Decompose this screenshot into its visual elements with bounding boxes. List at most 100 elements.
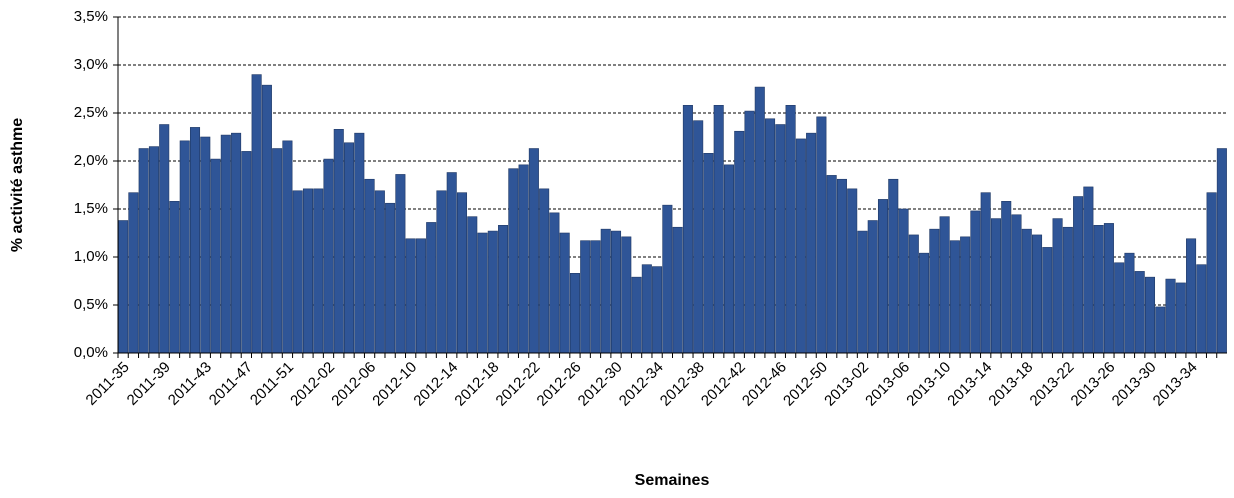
bar <box>1103 223 1114 354</box>
bar <box>487 230 498 354</box>
x-tick-label: 2012-18 <box>451 359 502 410</box>
bar <box>919 252 930 354</box>
bar <box>405 238 416 354</box>
bar <box>765 118 776 354</box>
bar <box>867 220 878 354</box>
bar <box>528 148 539 354</box>
bar <box>148 146 159 354</box>
x-tick-label: 2013-14 <box>944 359 995 410</box>
y-tick-label: 1,0% <box>74 248 108 265</box>
bar <box>744 110 755 354</box>
bar <box>456 192 468 354</box>
bar <box>703 153 714 354</box>
bar <box>990 218 1001 354</box>
bar <box>1114 262 1125 354</box>
x-tick-label: 2012-06 <box>328 359 379 410</box>
bar <box>610 230 622 354</box>
bar <box>251 74 262 354</box>
bar <box>877 199 889 354</box>
bar <box>569 273 580 354</box>
bar <box>662 204 673 354</box>
bar <box>1001 201 1012 354</box>
bar <box>1011 214 1022 354</box>
bar <box>138 148 149 354</box>
bar <box>1186 238 1197 354</box>
bar <box>621 236 632 354</box>
bar <box>929 228 940 354</box>
bar <box>179 140 190 354</box>
bar <box>436 190 447 354</box>
bar <box>395 174 406 354</box>
x-tick-label: 2012-02 <box>287 359 338 410</box>
bar <box>816 116 827 354</box>
x-tick-label: 2013-30 <box>1109 359 1160 410</box>
bar <box>128 192 139 354</box>
bar <box>1032 234 1043 354</box>
bar <box>354 132 365 354</box>
bar <box>272 148 283 354</box>
y-tick-label: 3,0% <box>74 56 108 73</box>
x-tick-label: 2011-47 <box>206 359 256 409</box>
bar <box>282 140 293 354</box>
y-tick-label: 0,0% <box>74 344 108 361</box>
bar <box>652 266 663 354</box>
bar <box>672 226 683 354</box>
x-tick-label: 2013-18 <box>985 359 1036 410</box>
bar <box>333 129 344 354</box>
bar <box>590 240 601 354</box>
x-tick-label: 2012-14 <box>410 359 461 410</box>
bar <box>231 132 242 354</box>
bar <box>580 240 591 354</box>
bar <box>847 188 858 354</box>
x-tick-label: 2013-02 <box>821 359 872 410</box>
bar <box>426 222 437 354</box>
bar <box>734 130 745 354</box>
bar <box>888 178 899 354</box>
bar <box>1042 247 1053 354</box>
bar <box>1083 186 1094 354</box>
bar <box>775 124 786 354</box>
bar <box>1052 218 1063 354</box>
bar <box>415 238 426 354</box>
bar <box>754 86 765 354</box>
x-tick-label: 2012-50 <box>780 359 831 410</box>
bar <box>1124 252 1135 354</box>
bar <box>836 178 847 354</box>
bar <box>785 105 796 354</box>
y-tick-label: 0,5% <box>74 296 108 313</box>
bar <box>980 192 991 354</box>
y-axis-title: % activité asthme <box>9 118 26 252</box>
bar <box>189 127 201 354</box>
x-tick-label: 2013-10 <box>903 359 954 410</box>
bar <box>302 188 313 354</box>
x-tick-label: 2012-26 <box>534 359 585 410</box>
bar <box>1073 196 1084 354</box>
bar <box>1155 306 1166 354</box>
bar <box>949 240 960 354</box>
bar <box>261 84 272 354</box>
bar <box>498 225 509 354</box>
bar <box>210 158 221 354</box>
bar <box>795 138 806 354</box>
bar <box>477 232 488 354</box>
bar <box>898 208 909 354</box>
bar <box>713 105 724 354</box>
bar <box>220 134 231 354</box>
bar <box>518 164 529 354</box>
x-tick-label: 2013-34 <box>1150 359 1201 410</box>
y-tick-label: 3,5% <box>74 8 108 25</box>
x-tick-label: 2012-30 <box>575 359 626 410</box>
bar <box>313 188 324 354</box>
x-tick-label: 2011-43 <box>165 359 215 409</box>
x-tick-label: 2013-22 <box>1027 359 1078 410</box>
x-tick-label: 2013-06 <box>862 359 913 410</box>
bar <box>693 120 704 354</box>
bar <box>1165 278 1176 354</box>
bar <box>723 164 735 354</box>
bar <box>631 276 642 354</box>
y-tick-label: 2,5% <box>74 104 108 121</box>
bar <box>549 212 560 354</box>
bar <box>939 216 950 354</box>
x-tick-label: 2012-22 <box>493 359 544 410</box>
